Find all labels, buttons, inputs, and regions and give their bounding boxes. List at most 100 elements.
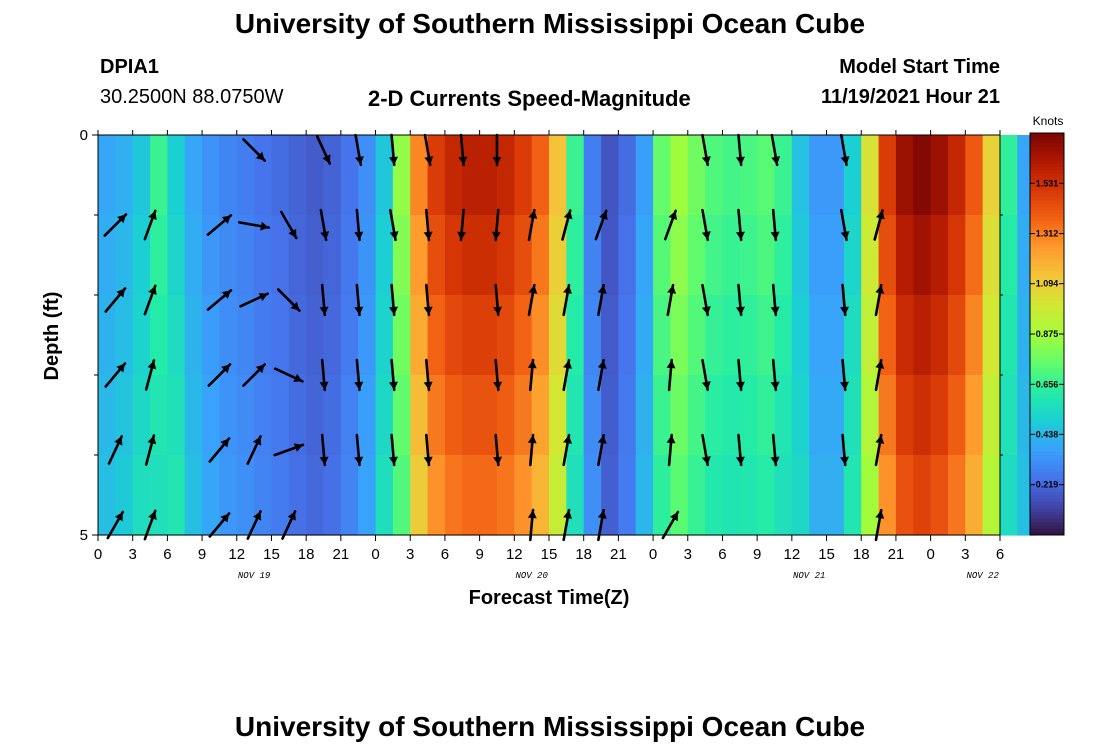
- vector-head: [253, 511, 262, 521]
- vector-head: [322, 154, 331, 164]
- heatmap-cell: [462, 135, 481, 216]
- current-vector: [273, 367, 304, 383]
- current-vector: [279, 210, 298, 240]
- current-vector: [562, 358, 572, 392]
- heatmap-cell: [184, 295, 203, 376]
- heatmap-cell: [392, 295, 411, 376]
- current-vector: [666, 283, 677, 317]
- vector-head: [389, 456, 398, 465]
- heatmap-cell: [861, 215, 880, 296]
- heatmap-cell: [236, 375, 255, 456]
- x-tick-label: 3: [961, 546, 969, 563]
- heatmap-cell: [1000, 295, 1018, 376]
- colorbar-step: [1030, 411, 1064, 415]
- heatmap-cell: [98, 295, 116, 376]
- current-vector: [840, 283, 849, 317]
- heatmap-cell: [722, 455, 741, 536]
- current-vector: [354, 283, 364, 317]
- heatmap-cell: [809, 215, 828, 296]
- heatmap-cell: [774, 375, 793, 456]
- vector-head: [221, 364, 230, 374]
- current-vector: [735, 283, 745, 317]
- colorbar-step: [1030, 317, 1064, 322]
- heatmap-cell: [809, 455, 828, 536]
- heatmap-cell: [444, 135, 463, 216]
- current-vector: [527, 208, 538, 242]
- colorbar-step: [1030, 143, 1064, 147]
- heatmap-cell: [705, 135, 724, 216]
- colorbar-step: [1030, 468, 1064, 472]
- heatmap-cell: [635, 455, 654, 536]
- heatmap-cell: [739, 135, 758, 216]
- heatmap-cell: [566, 295, 585, 376]
- x-tick-label: 12: [784, 546, 801, 563]
- colorbar-step: [1030, 434, 1064, 439]
- heatmap-cell: [757, 455, 776, 536]
- vector-head: [701, 456, 711, 465]
- x-axis: 0 3 6 9 12 15 18 21 0 3 6 9 12 15 18 21 0 3 6 9 12 15 18 21 0 3 6 N…: [94, 130, 1004, 581]
- current-vector: [735, 433, 745, 467]
- vector-head: [424, 156, 434, 165]
- heatmap-cell: [913, 215, 932, 296]
- heatmap-cell: [254, 295, 273, 376]
- colorbar-step: [1030, 156, 1064, 161]
- current-vector: [206, 214, 233, 236]
- heatmap-cell: [705, 215, 724, 296]
- colorbar-step: [1030, 380, 1064, 385]
- colorbar-step: [1030, 297, 1064, 301]
- colorbar-step: [1030, 243, 1064, 248]
- colorbar-step: [1030, 263, 1064, 268]
- colorbar-step: [1030, 256, 1064, 261]
- current-vector: [208, 437, 231, 463]
- heatmap-cell: [150, 215, 168, 296]
- colorbar-step: [1030, 394, 1064, 399]
- heatmap-cell: [375, 375, 394, 456]
- heatmap-cell: [167, 295, 186, 376]
- heatmap-cell: [843, 215, 862, 296]
- heatmap-cell: [462, 295, 481, 376]
- vector-head: [701, 381, 711, 390]
- heatmap-cell: [219, 135, 238, 216]
- current-vector: [354, 133, 364, 167]
- colorbar-step: [1030, 390, 1064, 395]
- current-vector: [562, 433, 572, 467]
- heatmap-cell: [98, 455, 116, 536]
- station-id: DPIA1: [100, 56, 159, 78]
- heatmap-cell: [115, 295, 134, 376]
- current-vector: [104, 287, 127, 313]
- colorbar-step: [1030, 250, 1064, 255]
- heatmap-cell: [202, 215, 221, 296]
- current-vector: [423, 358, 433, 392]
- colorbar-tick-label: 0.438: [1036, 429, 1059, 439]
- heatmap-cell: [635, 135, 654, 216]
- colorbar-step: [1030, 447, 1064, 452]
- colorbar-step: [1030, 223, 1064, 228]
- heatmap-cell: [687, 135, 706, 216]
- vector-head: [876, 210, 885, 220]
- heatmap-cell: [878, 455, 897, 536]
- current-vector: [492, 133, 502, 167]
- colorbar-step: [1030, 491, 1064, 496]
- heatmap-cell: [340, 135, 359, 216]
- colorbar-step: [1030, 230, 1064, 234]
- x-tick-label: 3: [684, 546, 692, 563]
- heatmap-cell: [895, 375, 914, 456]
- vector-head: [288, 228, 297, 238]
- heatmap-cell: [895, 455, 914, 536]
- heatmap-cell: [947, 455, 966, 536]
- colorbar-step: [1030, 173, 1064, 178]
- heatmap-cell: [271, 295, 290, 376]
- current-vector: [493, 358, 503, 392]
- heatmap-cell: [843, 295, 862, 376]
- heatmap-cell: [965, 455, 984, 536]
- current-vector: [701, 358, 711, 392]
- vector-head: [668, 210, 677, 220]
- heatmap-cell: [670, 215, 689, 296]
- heatmap-cell: [496, 215, 515, 296]
- colorbar-step: [1030, 354, 1064, 358]
- heatmap-cell: [150, 295, 168, 376]
- colorbar-step: [1030, 404, 1064, 409]
- colorbar-step: [1030, 179, 1064, 184]
- heatmap-cell: [583, 455, 602, 536]
- colorbar-step: [1030, 149, 1064, 154]
